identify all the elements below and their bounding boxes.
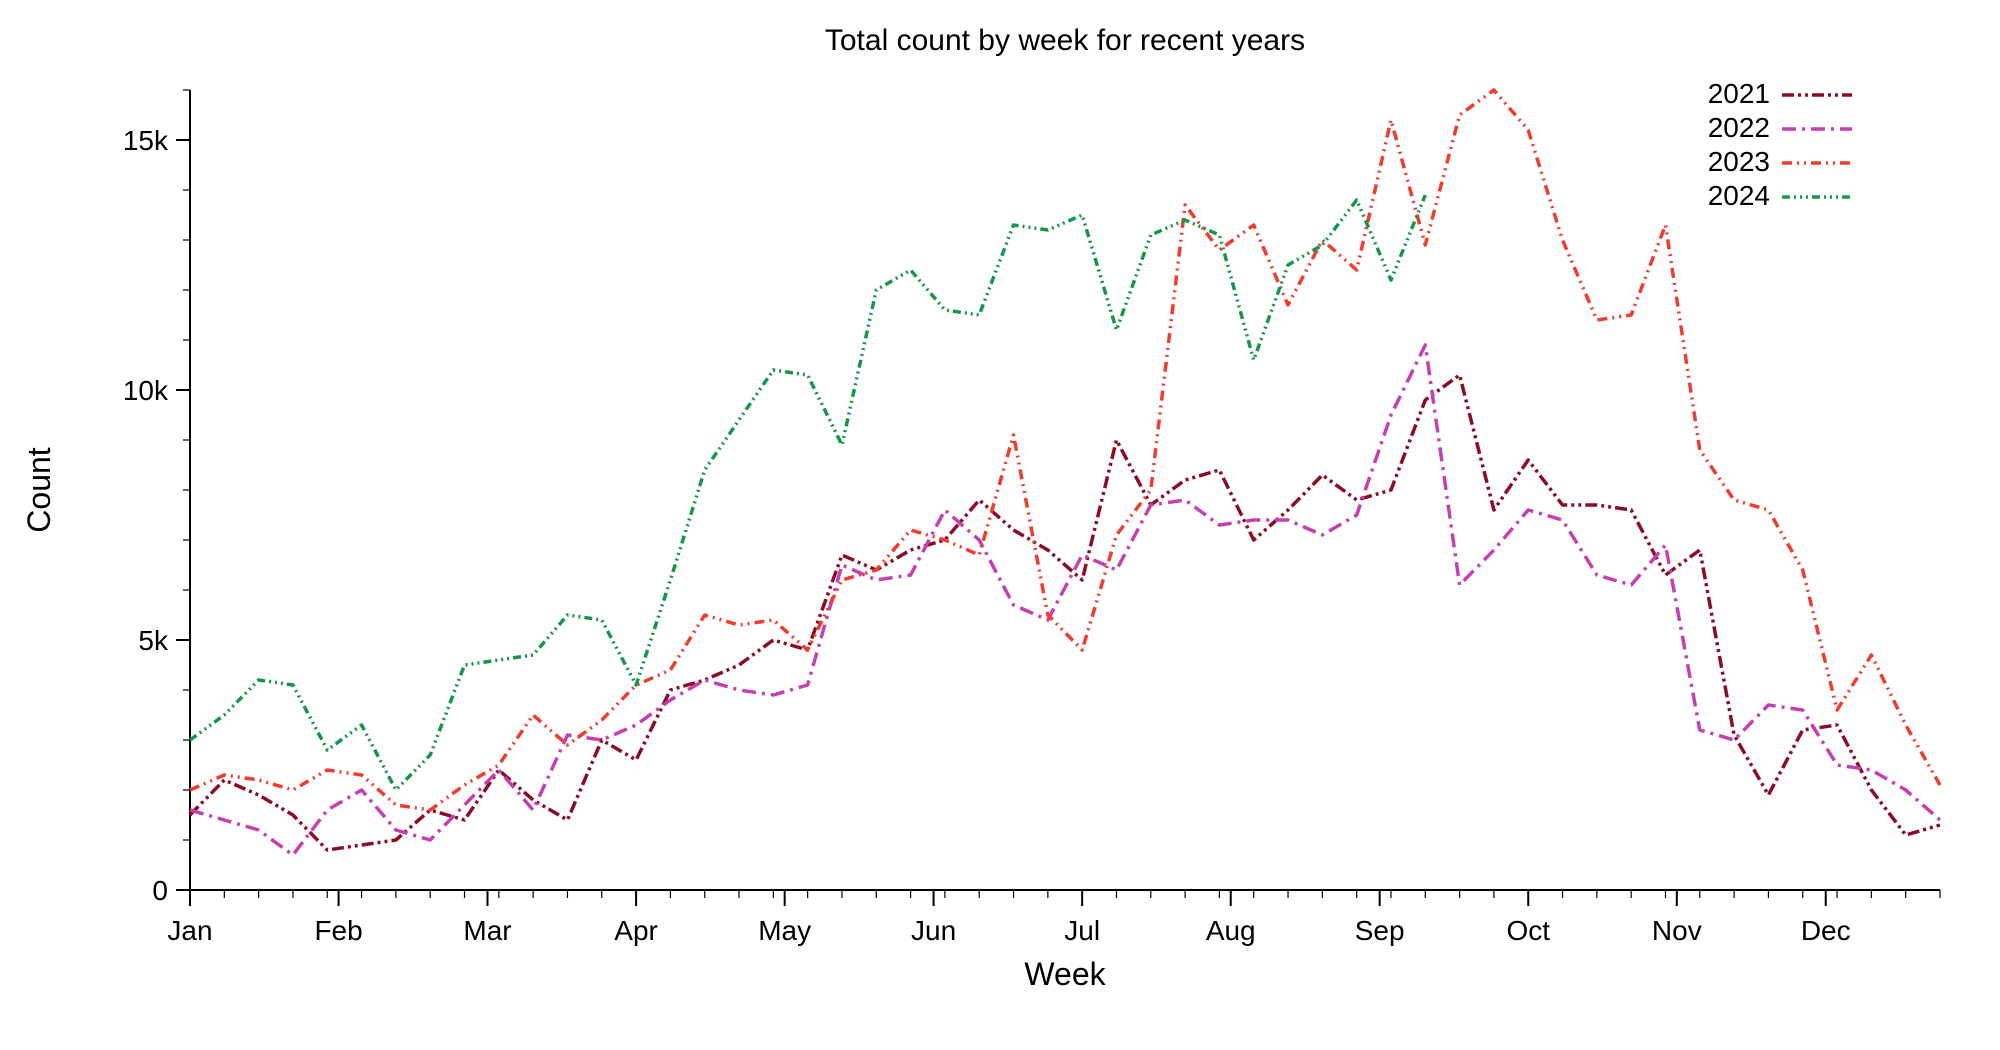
- x-tick-label: Oct: [1506, 915, 1550, 946]
- y-tick-label: 15k: [123, 125, 169, 156]
- line-chart: Total count by week for recent years 0 5k 1…: [0, 0, 2000, 1050]
- series-2022: [190, 345, 1940, 855]
- legend-label: 2022: [1708, 112, 1770, 143]
- y-tick-label: 10k: [123, 375, 169, 406]
- x-tick-label: Jul: [1064, 915, 1100, 946]
- series-2024: [190, 195, 1425, 790]
- x-tick-label: Dec: [1801, 915, 1851, 946]
- legend-label: 2024: [1708, 180, 1770, 211]
- y-axis-title: Count: [21, 447, 57, 533]
- x-tick-label: Sep: [1355, 915, 1405, 946]
- y-tick-label: 0: [152, 875, 168, 906]
- x-tick-label: Jan: [167, 915, 212, 946]
- chart-container: Total count by week for recent years 0 5k 1…: [0, 0, 2000, 1050]
- x-tick-label: Feb: [314, 915, 362, 946]
- x-axis-title: Week: [1024, 956, 1106, 992]
- x-tick-label: Mar: [463, 915, 511, 946]
- legend-label: 2021: [1708, 78, 1770, 109]
- x-tick-label: Aug: [1206, 915, 1256, 946]
- x-tick-label: Apr: [614, 915, 658, 946]
- legend-label: 2023: [1708, 146, 1770, 177]
- x-tick-label: Nov: [1652, 915, 1702, 946]
- x-tick-label: Jun: [911, 915, 956, 946]
- series-2023: [190, 90, 1940, 810]
- chart-title: Total count by week for recent years: [825, 24, 1305, 57]
- x-tick-label: May: [758, 915, 811, 946]
- y-tick-label: 5k: [138, 625, 169, 656]
